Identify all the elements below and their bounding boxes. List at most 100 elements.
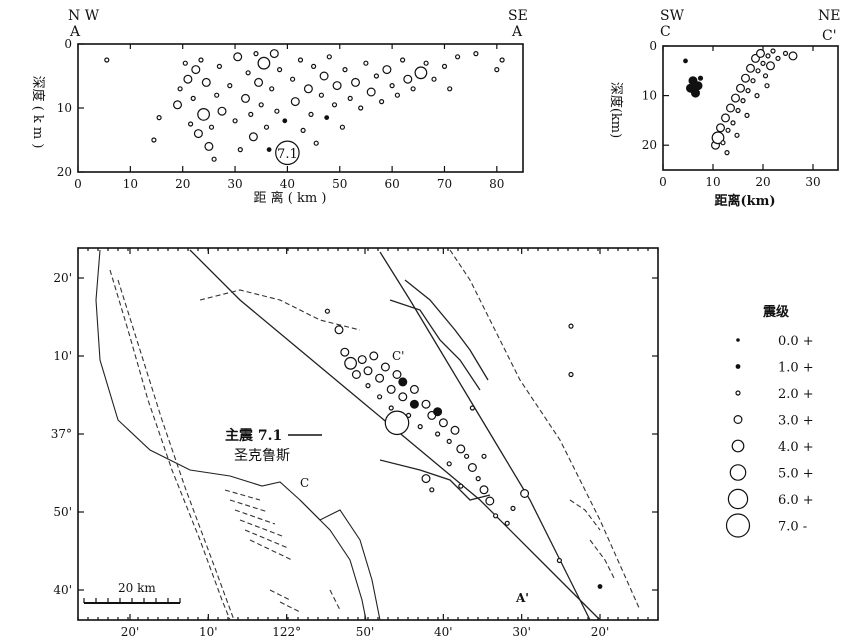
section-a-point-73 (447, 86, 453, 92)
legend-label-7: 7.0 - (778, 520, 807, 535)
section-c-points (683, 48, 798, 156)
section-a-point-52 (331, 102, 338, 108)
magnitude-legend: 震级 0.0 + 1.0 + 2.0 + 3.0 + 4.0 + 5.0 + 6.0 + 7.… (725, 304, 814, 538)
section-a-point-13 (201, 77, 211, 87)
section-c-xtick-label-1: 10 (705, 175, 720, 189)
section-a-xtick-label-8: 80 (489, 177, 504, 191)
map-point-2 (344, 356, 358, 370)
section-a-point-41 (290, 97, 300, 107)
section-a-xtick-label-7: 70 (437, 177, 452, 191)
section-a-xtick-label-5: 50 (332, 177, 347, 191)
map-point-22 (435, 431, 441, 437)
map-point-12 (388, 405, 394, 411)
section-a-point-61 (373, 73, 379, 79)
section-a-point-7 (188, 121, 194, 127)
legend-symbol-6 (727, 488, 749, 510)
section-c-xtick-label-2: 20 (755, 175, 770, 189)
map-point-3 (351, 370, 361, 380)
section-a-point-42 (297, 57, 304, 63)
offshore-ridges-south (269, 589, 341, 613)
map-y-ticks: 20' 10' 37° 50' 40' (51, 271, 658, 597)
section-c-point-14 (730, 93, 740, 103)
fault-ne-1 (389, 299, 481, 391)
section-a-point-30 (258, 102, 264, 108)
section-c-point-27 (765, 53, 771, 59)
map-point-27 (456, 444, 466, 454)
legend-items: 0.0 + 1.0 + 2.0 + 3.0 + 4.0 + 5.0 + 6.0 + 7.0 - (725, 334, 814, 538)
section-c-point-31 (782, 50, 789, 57)
legend-symbol-7 (725, 513, 751, 538)
map-point-29 (467, 463, 477, 473)
scale-bar: 20 km (83, 581, 181, 604)
section-a-xtick-label-3: 30 (227, 177, 242, 191)
section-c-point-35 (744, 112, 750, 119)
section-a-point-26 (248, 111, 254, 118)
map-point-7 (369, 351, 379, 361)
legend-label-6: 6.0 + (778, 493, 814, 508)
map-point-40 (568, 371, 574, 378)
section-c-point-23 (755, 68, 761, 74)
section-a-point-67 (403, 74, 413, 84)
map-point-31 (479, 485, 489, 495)
section-c-y-ticks: 0 10 20 (642, 39, 669, 152)
fault-north (199, 289, 361, 331)
section-a-point-64 (389, 82, 395, 89)
map-point-11 (386, 384, 396, 394)
section-c-sw-label: SW (660, 8, 685, 24)
section-a-point-21 (232, 118, 238, 124)
section-a-point-1 (151, 137, 157, 143)
section-a-point-76 (494, 66, 500, 73)
section-a-point-22 (233, 52, 243, 62)
map-point-1 (340, 347, 350, 357)
section-c-ytick-label-0: 0 (649, 39, 657, 53)
map-point-38 (556, 557, 563, 564)
section-a-point-45 (308, 111, 314, 118)
map-point-44 (458, 483, 464, 489)
section-a-nw-label: N W (68, 8, 100, 24)
map-point-15 (398, 377, 408, 387)
section-a-xtick-label-0: 0 (74, 177, 82, 191)
section-a-point-70 (423, 60, 429, 66)
section-c-c-label: C (660, 24, 671, 40)
section-a-y-ticks: 0 10 20 (57, 37, 84, 179)
section-c-point-7 (711, 131, 725, 145)
section-a-xtick-label-4: 40 (280, 177, 295, 191)
map-point-19 (417, 424, 423, 430)
section-c-xtick-label-0: 0 (659, 175, 667, 189)
map-point-5 (363, 366, 373, 376)
scale-bar-label: 20 km (118, 581, 156, 595)
section-a-frame (77, 43, 524, 173)
section-a-xlabel: 距 离 ( km ) (254, 190, 327, 206)
section-a-point-28 (253, 50, 259, 57)
section-a-point-24 (241, 93, 251, 103)
coastline (95, 249, 367, 621)
section-c-point-28 (765, 61, 775, 71)
map-point-30 (475, 476, 481, 482)
map-point-13 (392, 370, 402, 380)
map-point-36 (429, 487, 435, 493)
fault-far-east (449, 249, 641, 611)
section-a-point-33 (266, 147, 272, 153)
section-a-point-56 (347, 95, 353, 102)
section-a-point-59 (363, 60, 369, 66)
section-a-points (104, 49, 505, 166)
section-a-point-43 (300, 127, 306, 133)
section-a-point-17 (214, 92, 220, 98)
section-c-point-36 (754, 92, 760, 99)
section-c-ytick-label-1: 10 (642, 89, 657, 103)
legend-label-5: 5.0 + (778, 467, 814, 482)
section-c-point-25 (760, 60, 766, 67)
map-point-28 (464, 453, 470, 459)
section-a-point-4 (177, 86, 183, 92)
offshore-fault-2 (117, 279, 235, 621)
section-a-ytick-label-2: 20 (57, 165, 72, 179)
map-point-24 (438, 418, 448, 428)
map-point-35 (421, 474, 431, 484)
map-point-42 (384, 410, 410, 436)
section-a-point-62 (379, 98, 385, 105)
section-c-point-0 (683, 58, 688, 64)
section-c-point-18 (740, 73, 750, 83)
section-a-point-74 (455, 54, 461, 60)
map-panel: 20' 10' 37° 50' 40' 20' 10' 122° 50' 40' 30' 20' 主… (51, 247, 659, 639)
section-c-point-9 (720, 140, 726, 146)
